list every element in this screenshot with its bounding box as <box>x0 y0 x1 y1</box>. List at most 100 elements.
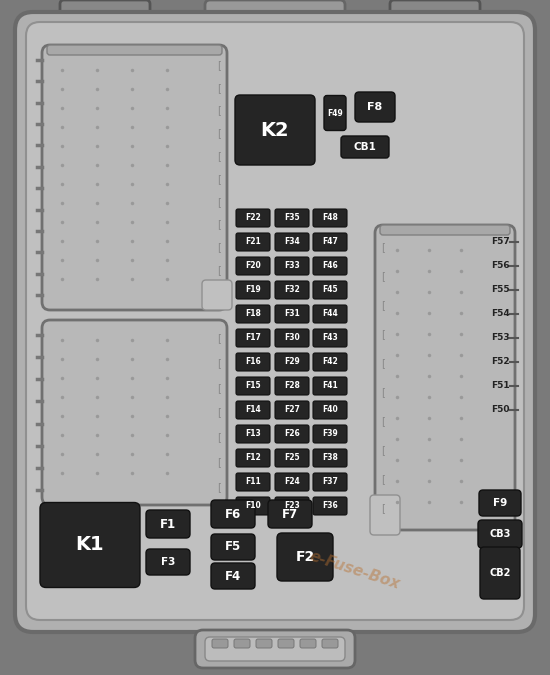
Text: [: [ <box>381 445 385 455</box>
Text: [: [ <box>217 219 221 230</box>
FancyBboxPatch shape <box>236 281 270 299</box>
FancyBboxPatch shape <box>275 233 309 251</box>
Text: CB2: CB2 <box>490 568 511 578</box>
FancyBboxPatch shape <box>479 490 521 516</box>
Text: [: [ <box>381 271 385 281</box>
FancyBboxPatch shape <box>236 233 270 251</box>
Text: F11: F11 <box>245 477 261 487</box>
Text: F20: F20 <box>245 261 261 271</box>
Text: F24: F24 <box>284 477 300 487</box>
Text: [: [ <box>381 358 385 368</box>
Text: [: [ <box>217 333 221 343</box>
FancyBboxPatch shape <box>234 639 250 648</box>
FancyBboxPatch shape <box>324 95 346 130</box>
FancyBboxPatch shape <box>480 547 520 599</box>
Text: F38: F38 <box>322 454 338 462</box>
Text: F5: F5 <box>225 541 241 554</box>
Text: [: [ <box>381 474 385 484</box>
FancyBboxPatch shape <box>60 0 150 18</box>
Text: F2: F2 <box>295 550 315 564</box>
Text: [: [ <box>217 196 221 207</box>
FancyBboxPatch shape <box>275 449 309 467</box>
FancyBboxPatch shape <box>277 533 333 581</box>
FancyBboxPatch shape <box>195 630 355 668</box>
Text: F36: F36 <box>322 502 338 510</box>
Text: F18: F18 <box>245 310 261 319</box>
Text: F53: F53 <box>491 333 510 342</box>
Text: F1: F1 <box>160 518 176 531</box>
Text: [: [ <box>381 416 385 426</box>
FancyBboxPatch shape <box>275 209 309 227</box>
FancyBboxPatch shape <box>146 549 190 575</box>
Text: [: [ <box>217 174 221 184</box>
Text: F55: F55 <box>491 286 510 294</box>
FancyBboxPatch shape <box>275 473 309 491</box>
Text: [: [ <box>381 300 385 310</box>
Text: F29: F29 <box>284 358 300 367</box>
FancyBboxPatch shape <box>313 425 347 443</box>
FancyBboxPatch shape <box>236 473 270 491</box>
FancyBboxPatch shape <box>390 0 480 18</box>
FancyBboxPatch shape <box>236 209 270 227</box>
Text: F17: F17 <box>245 333 261 342</box>
FancyBboxPatch shape <box>202 280 232 310</box>
Text: F26: F26 <box>284 429 300 439</box>
Text: F48: F48 <box>322 213 338 223</box>
Text: F10: F10 <box>245 502 261 510</box>
Text: F50: F50 <box>492 406 510 414</box>
FancyBboxPatch shape <box>275 377 309 395</box>
FancyBboxPatch shape <box>275 257 309 275</box>
FancyBboxPatch shape <box>275 329 309 347</box>
Text: F44: F44 <box>322 310 338 319</box>
Text: F3: F3 <box>161 557 175 567</box>
Text: F43: F43 <box>322 333 338 342</box>
Text: F51: F51 <box>491 381 510 391</box>
FancyBboxPatch shape <box>42 45 227 310</box>
FancyBboxPatch shape <box>15 12 535 632</box>
FancyBboxPatch shape <box>256 639 272 648</box>
FancyBboxPatch shape <box>211 534 255 560</box>
FancyBboxPatch shape <box>268 500 312 528</box>
Text: F47: F47 <box>322 238 338 246</box>
FancyBboxPatch shape <box>236 401 270 419</box>
Text: [: [ <box>217 457 221 467</box>
FancyBboxPatch shape <box>380 225 510 235</box>
Text: F37: F37 <box>322 477 338 487</box>
FancyBboxPatch shape <box>211 500 255 528</box>
Text: F52: F52 <box>491 358 510 367</box>
Text: CB3: CB3 <box>490 529 511 539</box>
FancyBboxPatch shape <box>40 502 140 587</box>
Text: F21: F21 <box>245 238 261 246</box>
Text: [: [ <box>217 242 221 252</box>
Text: [: [ <box>217 383 221 393</box>
Text: F8: F8 <box>367 102 383 112</box>
FancyBboxPatch shape <box>341 136 389 158</box>
Text: F28: F28 <box>284 381 300 391</box>
FancyBboxPatch shape <box>313 473 347 491</box>
Text: [: [ <box>217 83 221 92</box>
Text: F35: F35 <box>284 213 300 223</box>
Text: F27: F27 <box>284 406 300 414</box>
Text: [: [ <box>217 358 221 368</box>
FancyBboxPatch shape <box>313 329 347 347</box>
FancyBboxPatch shape <box>313 257 347 275</box>
Text: F4: F4 <box>225 570 241 583</box>
Text: e-Fuse-Box: e-Fuse-Box <box>308 548 402 592</box>
FancyBboxPatch shape <box>211 563 255 589</box>
FancyBboxPatch shape <box>236 329 270 347</box>
Text: F31: F31 <box>284 310 300 319</box>
Text: F32: F32 <box>284 286 300 294</box>
Text: F16: F16 <box>245 358 261 367</box>
Text: F45: F45 <box>322 286 338 294</box>
Text: K1: K1 <box>76 535 104 554</box>
Text: F23: F23 <box>284 502 300 510</box>
Text: [: [ <box>217 408 221 418</box>
FancyBboxPatch shape <box>205 0 345 22</box>
FancyBboxPatch shape <box>322 639 338 648</box>
Text: F30: F30 <box>284 333 300 342</box>
Text: F13: F13 <box>245 429 261 439</box>
FancyBboxPatch shape <box>235 95 315 165</box>
FancyBboxPatch shape <box>275 425 309 443</box>
Text: F56: F56 <box>491 261 510 271</box>
FancyBboxPatch shape <box>236 497 270 515</box>
